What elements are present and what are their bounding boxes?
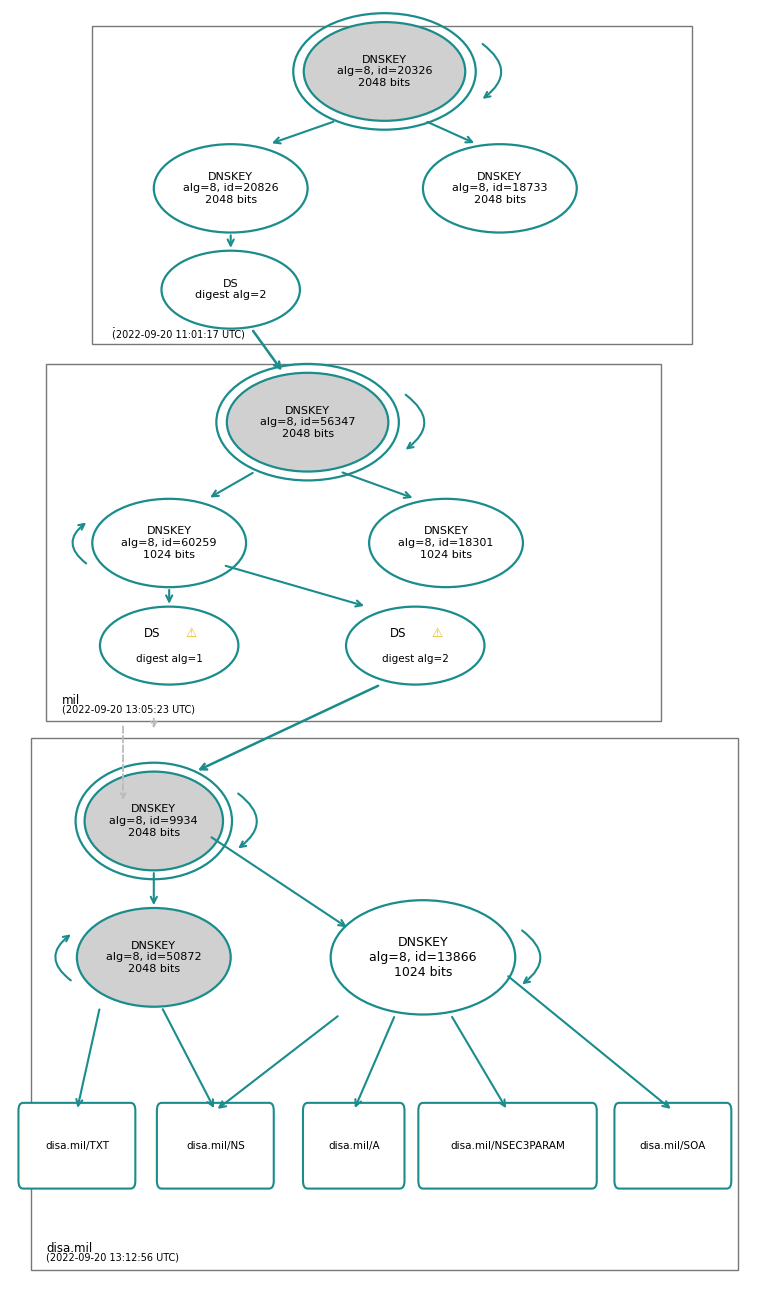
Text: mil: mil — [62, 694, 80, 707]
FancyBboxPatch shape — [303, 1103, 404, 1189]
FancyArrowPatch shape — [482, 44, 501, 97]
Ellipse shape — [423, 144, 577, 233]
Ellipse shape — [85, 772, 223, 870]
Text: (2022-09-20 13:12:56 UTC): (2022-09-20 13:12:56 UTC) — [46, 1252, 179, 1263]
Ellipse shape — [331, 900, 515, 1015]
Text: disa.mil/NS: disa.mil/NS — [186, 1141, 245, 1151]
Ellipse shape — [77, 908, 231, 1007]
FancyArrowPatch shape — [405, 395, 424, 448]
Text: DNSKEY
alg=8, id=20826
2048 bits: DNSKEY alg=8, id=20826 2048 bits — [183, 171, 278, 205]
Text: .: . — [112, 318, 115, 331]
FancyBboxPatch shape — [614, 1103, 731, 1189]
Ellipse shape — [100, 607, 238, 685]
Ellipse shape — [227, 373, 388, 472]
Ellipse shape — [346, 607, 484, 685]
FancyArrowPatch shape — [522, 930, 541, 983]
Ellipse shape — [304, 22, 465, 121]
Text: DNSKEY
alg=8, id=13866
1024 bits: DNSKEY alg=8, id=13866 1024 bits — [369, 935, 477, 979]
Text: DNSKEY
alg=8, id=60259
1024 bits: DNSKEY alg=8, id=60259 1024 bits — [122, 526, 217, 560]
FancyBboxPatch shape — [157, 1103, 274, 1189]
FancyBboxPatch shape — [418, 1103, 597, 1189]
Text: disa.mil/A: disa.mil/A — [328, 1141, 380, 1151]
Bar — [92, 26, 692, 344]
Text: DS: DS — [144, 627, 161, 640]
Text: digest alg=2: digest alg=2 — [382, 653, 448, 664]
Text: DS
digest alg=2: DS digest alg=2 — [195, 279, 266, 300]
Text: DS: DS — [390, 627, 407, 640]
Ellipse shape — [161, 251, 300, 329]
Text: (2022-09-20 13:05:23 UTC): (2022-09-20 13:05:23 UTC) — [62, 705, 195, 714]
FancyArrowPatch shape — [55, 935, 71, 981]
Text: DNSKEY
alg=8, id=50872
2048 bits: DNSKEY alg=8, id=50872 2048 bits — [106, 940, 201, 974]
Text: disa.mil/NSEC3PARAM: disa.mil/NSEC3PARAM — [450, 1141, 565, 1151]
Text: DNSKEY
alg=8, id=20326
2048 bits: DNSKEY alg=8, id=20326 2048 bits — [337, 55, 432, 88]
FancyArrowPatch shape — [72, 523, 86, 564]
Ellipse shape — [369, 499, 523, 587]
Text: digest alg=1: digest alg=1 — [136, 653, 202, 664]
Text: ⚠: ⚠ — [431, 627, 442, 640]
Text: ⚠: ⚠ — [185, 627, 196, 640]
FancyArrowPatch shape — [238, 794, 257, 847]
Text: disa.mil: disa.mil — [46, 1242, 92, 1255]
Text: DNSKEY
alg=8, id=9934
2048 bits: DNSKEY alg=8, id=9934 2048 bits — [109, 804, 198, 838]
Bar — [31, 738, 738, 1270]
Text: DNSKEY
alg=8, id=18733
2048 bits: DNSKEY alg=8, id=18733 2048 bits — [452, 171, 548, 205]
Text: disa.mil/TXT: disa.mil/TXT — [45, 1141, 109, 1151]
FancyBboxPatch shape — [18, 1103, 135, 1189]
Text: DNSKEY
alg=8, id=56347
2048 bits: DNSKEY alg=8, id=56347 2048 bits — [260, 405, 355, 439]
Text: (2022-09-20 11:01:17 UTC): (2022-09-20 11:01:17 UTC) — [112, 330, 245, 339]
Ellipse shape — [154, 144, 308, 233]
Text: disa.mil/SOA: disa.mil/SOA — [640, 1141, 706, 1151]
Text: DNSKEY
alg=8, id=18301
1024 bits: DNSKEY alg=8, id=18301 1024 bits — [398, 526, 494, 560]
Bar — [46, 364, 661, 721]
Ellipse shape — [92, 499, 246, 587]
